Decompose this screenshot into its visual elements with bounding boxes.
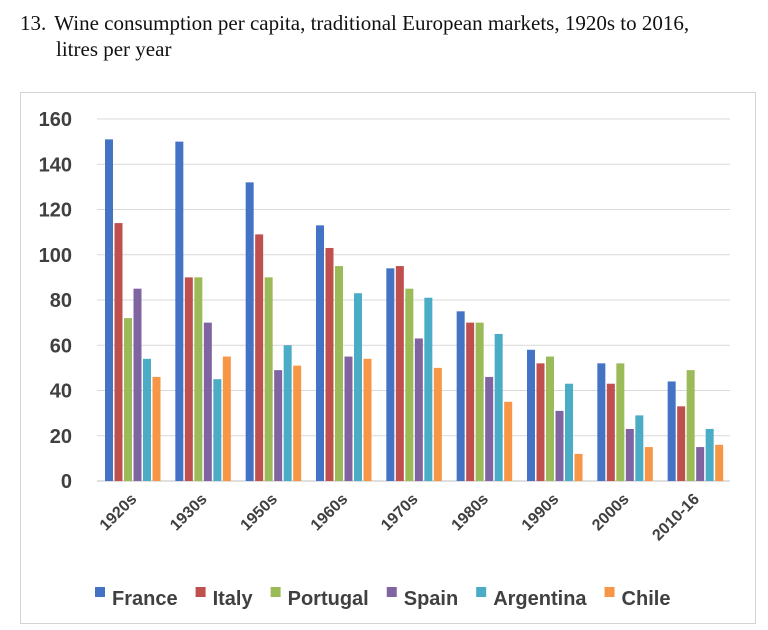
x-tick-label: 1970s <box>378 491 422 535</box>
bar-argentina-1950s <box>283 345 292 481</box>
figure-caption: 13. Wine consumption per capita, traditio… <box>20 10 760 62</box>
bar-chile-1950s <box>293 365 302 481</box>
legend-swatch-argentina <box>476 587 487 597</box>
legend-label-chile: Chile <box>622 588 671 610</box>
bar-france-1970s <box>386 268 395 481</box>
y-tick-label: 140 <box>39 154 72 176</box>
gridlines <box>97 118 730 482</box>
y-tick-label: 100 <box>39 245 72 267</box>
caption-line-2: litres per year <box>56 37 172 61</box>
bar-portugal-1930s <box>194 277 203 481</box>
y-tick-label: 40 <box>50 381 72 403</box>
y-axis: 0 20 40 60 80 100 120 140 160 <box>39 109 72 493</box>
y-tick-label: 80 <box>50 290 72 312</box>
x-tick-label: 1960s <box>308 491 352 535</box>
bar-italy-2000s <box>606 383 615 481</box>
x-tick-label: 2010-16 <box>649 491 703 545</box>
bar-spain-1920s <box>133 288 142 481</box>
bars <box>105 139 724 482</box>
bar-spain-2010-16 <box>696 447 705 481</box>
bar-portugal-1990s <box>546 356 554 481</box>
bar-portugal-1960s <box>335 266 343 481</box>
bar-spain-1960s <box>344 356 353 481</box>
bar-france-1980s <box>456 311 465 481</box>
legend-swatch-portugal <box>270 587 281 597</box>
legend-swatch-chile <box>604 587 615 597</box>
bar-chile-2000s <box>644 447 653 481</box>
bar-italy-1960s <box>325 247 334 481</box>
bar-portugal-1920s <box>124 318 132 481</box>
x-tick-label: 1980s <box>449 491 493 535</box>
caption-line-1: Wine consumption per capita, traditional… <box>54 11 690 35</box>
bar-portugal-2010-16 <box>686 370 695 481</box>
x-tick-label: 2000s <box>589 491 633 535</box>
bar-argentina-1920s <box>143 358 151 481</box>
bar-chile-1960s <box>363 358 372 481</box>
bar-argentina-2010-16 <box>705 428 714 481</box>
bar-chile-1990s <box>574 453 583 481</box>
bar-france-1920s <box>105 139 113 482</box>
bar-chile-1970s <box>433 367 442 481</box>
legend-label-spain: Spain <box>404 588 458 610</box>
bar-italy-2010-16 <box>677 406 686 481</box>
bar-portugal-2000s <box>616 363 625 481</box>
bar-spain-1990s <box>555 410 564 481</box>
y-tick-label: 160 <box>39 109 72 131</box>
bar-italy-1930s <box>184 277 193 481</box>
bar-italy-1980s <box>466 322 475 481</box>
bar-argentina-1970s <box>424 297 433 481</box>
bar-france-1960s <box>316 225 324 481</box>
x-tick-label: 1990s <box>519 491 563 535</box>
bar-argentina-1960s <box>354 293 362 481</box>
bar-chile-1920s <box>152 376 161 481</box>
x-tick-label: 1920s <box>97 491 141 535</box>
bar-portugal-1950s <box>264 277 273 481</box>
legend-swatch-italy <box>195 587 206 597</box>
bar-france-2010-16 <box>667 381 676 481</box>
bar-france-1950s <box>245 182 254 481</box>
x-tick-label: 1930s <box>167 491 211 535</box>
y-tick-label: 120 <box>39 200 72 222</box>
legend-swatch-france <box>95 587 105 597</box>
bar-italy-1970s <box>395 266 404 481</box>
bar-spain-1980s <box>485 376 494 481</box>
bar-italy-1920s <box>114 223 123 481</box>
bar-chile-1980s <box>504 401 513 481</box>
legend-swatch-spain <box>386 587 397 597</box>
legend-label-argentina: Argentina <box>493 588 587 610</box>
legend: France Italy Portugal Spain Argentina Chile <box>95 587 670 610</box>
bar-argentina-1930s <box>213 379 222 481</box>
y-tick-label: 20 <box>50 426 72 448</box>
x-axis: 1920s 1930s 1950s 1960s 1970s 1980s 1990s 2000s… <box>97 491 703 545</box>
bar-spain-1970s <box>414 338 423 481</box>
bar-france-1990s <box>527 349 535 481</box>
bar-argentina-2000s <box>635 415 644 481</box>
chart-frame <box>20 92 756 624</box>
bar-italy-1950s <box>255 234 264 481</box>
bar-chile-1930s <box>222 356 231 481</box>
figure-number: 13. <box>20 11 47 35</box>
legend-label-italy: Italy <box>213 588 254 610</box>
y-tick-label: 0 <box>61 471 72 493</box>
bar-portugal-1970s <box>405 288 414 481</box>
x-tick-label: 1950s <box>238 491 282 535</box>
legend-label-france: France <box>112 588 178 610</box>
bar-spain-2000s <box>625 428 634 481</box>
y-tick-label: 60 <box>50 335 72 357</box>
bar-chile-2010-16 <box>715 444 724 481</box>
bar-argentina-1990s <box>565 383 573 481</box>
bar-argentina-1980s <box>494 333 503 481</box>
bar-spain-1950s <box>274 370 283 481</box>
bar-france-2000s <box>597 363 606 481</box>
bar-italy-1990s <box>536 363 545 481</box>
bar-portugal-1980s <box>475 322 484 481</box>
legend-label-portugal: Portugal <box>288 588 369 610</box>
bar-spain-1930s <box>203 322 212 481</box>
bar-france-1930s <box>175 141 184 481</box>
